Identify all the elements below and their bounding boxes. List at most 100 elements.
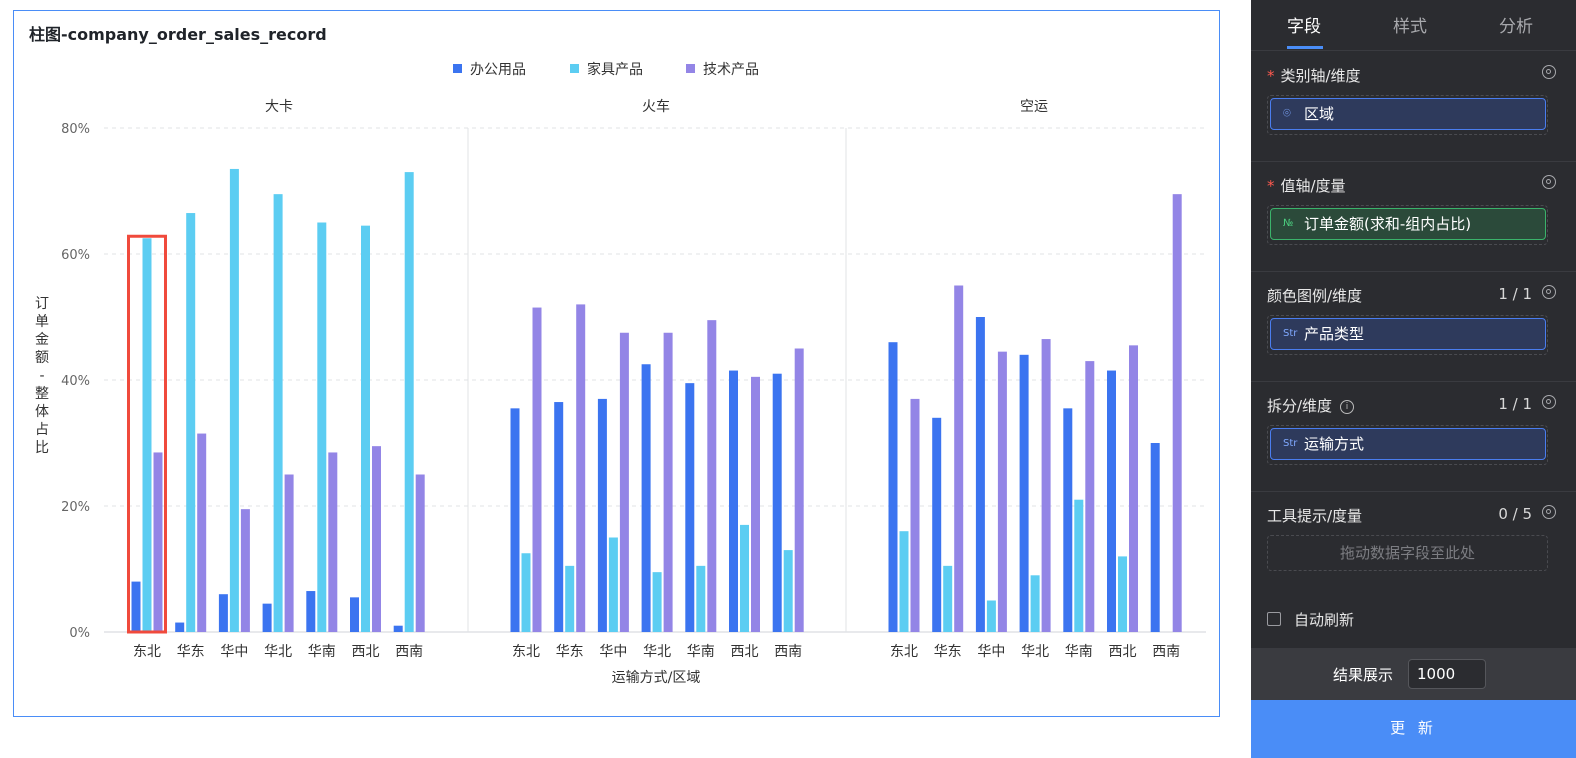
bar[interactable] xyxy=(175,622,185,632)
gear-icon[interactable] xyxy=(1542,505,1556,519)
bar[interactable] xyxy=(954,285,964,633)
bar[interactable] xyxy=(565,565,575,632)
bar[interactable] xyxy=(1118,556,1127,632)
bar[interactable] xyxy=(186,213,196,633)
bar[interactable] xyxy=(888,342,898,632)
bar[interactable] xyxy=(783,550,793,632)
auto-refresh-checkbox[interactable] xyxy=(1267,612,1281,626)
y-axis-label-char: 金 xyxy=(35,332,49,348)
gear-icon[interactable] xyxy=(1542,285,1556,299)
field-pill-order-amount[interactable]: № 订单金额(求和-组内占比) xyxy=(1270,208,1546,240)
bar[interactable] xyxy=(521,553,531,632)
bar[interactable] xyxy=(997,351,1007,632)
color-legend-slot[interactable]: Str 产品类型 xyxy=(1267,315,1548,355)
field-pill-product-type[interactable]: Str 产品类型 xyxy=(1270,318,1546,350)
bar[interactable] xyxy=(740,524,749,632)
x-tick-label: 东北 xyxy=(890,644,918,660)
tooltip-count: 0 / 5 xyxy=(1498,505,1532,523)
bar[interactable] xyxy=(986,600,996,633)
split-slot[interactable]: Str 运输方式 xyxy=(1267,425,1548,465)
bar[interactable] xyxy=(153,452,163,632)
bar[interactable] xyxy=(696,565,706,632)
bar[interactable] xyxy=(372,446,381,632)
active-tab-indicator xyxy=(1287,46,1323,49)
bar[interactable] xyxy=(729,370,738,632)
bar[interactable] xyxy=(532,307,542,632)
bar[interactable] xyxy=(1172,194,1182,632)
y-tick-label: 80% xyxy=(61,122,90,137)
bar[interactable] xyxy=(1107,370,1116,632)
tab-style[interactable]: 样式 xyxy=(1393,17,1427,37)
bar[interactable] xyxy=(229,168,239,632)
bar[interactable] xyxy=(1019,354,1029,632)
bar[interactable] xyxy=(899,531,909,632)
bar[interactable] xyxy=(1030,575,1040,632)
bar[interactable] xyxy=(1150,443,1160,632)
bar[interactable] xyxy=(404,172,414,632)
category-axis-label: 类别轴/维度 xyxy=(1280,67,1361,85)
bar[interactable] xyxy=(1041,339,1051,632)
bar[interactable] xyxy=(240,509,250,632)
bar[interactable] xyxy=(772,373,782,632)
bar[interactable] xyxy=(576,304,586,632)
bar[interactable] xyxy=(262,603,272,632)
legend-label[interactable]: 家具产品 xyxy=(587,61,643,78)
bar[interactable] xyxy=(652,572,662,632)
bar[interactable] xyxy=(663,332,673,632)
bar[interactable] xyxy=(1085,361,1095,632)
bar[interactable] xyxy=(415,474,425,633)
bar[interactable] xyxy=(619,332,629,632)
legend-label[interactable]: 办公用品 xyxy=(470,62,526,78)
bar[interactable] xyxy=(1074,499,1084,632)
category-axis-slot[interactable]: ⌾ 区域 xyxy=(1267,95,1548,135)
tooltip-drop-zone[interactable]: 拖动数据字段至此处 xyxy=(1267,535,1548,571)
gear-icon[interactable] xyxy=(1542,65,1556,79)
bar[interactable] xyxy=(597,398,607,632)
field-pill-shipping-method[interactable]: Str 运输方式 xyxy=(1270,428,1546,460)
legend-swatch[interactable] xyxy=(686,64,695,73)
bar[interactable] xyxy=(707,320,717,632)
bar[interactable] xyxy=(197,433,207,632)
bar[interactable] xyxy=(142,238,152,632)
y-axis-label-char: 单 xyxy=(35,314,49,330)
bar[interactable] xyxy=(1063,408,1073,632)
chart-frame[interactable] xyxy=(13,10,1220,717)
gear-icon[interactable] xyxy=(1542,175,1556,189)
bar[interactable] xyxy=(361,225,370,632)
category-axis-title: * 类别轴/维度 xyxy=(1267,65,1361,86)
field-pill-region[interactable]: ⌾ 区域 xyxy=(1270,98,1546,130)
bar[interactable] xyxy=(751,376,760,632)
bar[interactable] xyxy=(554,402,564,632)
x-tick-label: 西南 xyxy=(1152,644,1180,660)
tab-analysis[interactable]: 分析 xyxy=(1499,17,1533,37)
legend-label[interactable]: 技术产品 xyxy=(703,62,759,78)
result-limit-input[interactable]: 1000 xyxy=(1408,659,1486,689)
bar[interactable] xyxy=(510,408,520,632)
gear-icon[interactable] xyxy=(1542,395,1556,409)
bar[interactable] xyxy=(910,398,920,632)
bar[interactable] xyxy=(975,317,985,632)
bar[interactable] xyxy=(932,417,942,632)
bar[interactable] xyxy=(218,594,228,632)
bar[interactable] xyxy=(608,537,618,633)
legend-swatch[interactable] xyxy=(570,64,579,73)
bar[interactable] xyxy=(943,565,953,632)
y-axis-label-char: - xyxy=(39,368,44,384)
update-button[interactable]: 更 新 xyxy=(1251,700,1576,758)
bar[interactable] xyxy=(273,194,283,632)
legend-swatch[interactable] xyxy=(453,64,462,73)
bar[interactable] xyxy=(284,474,294,633)
bar[interactable] xyxy=(131,581,141,632)
bar[interactable] xyxy=(685,383,695,632)
bar[interactable] xyxy=(350,597,359,632)
bar[interactable] xyxy=(328,452,338,632)
bar[interactable] xyxy=(794,348,804,633)
bar[interactable] xyxy=(393,625,403,632)
bar[interactable] xyxy=(317,222,327,633)
bar[interactable] xyxy=(306,591,316,632)
bar[interactable] xyxy=(641,364,651,632)
info-icon[interactable]: i xyxy=(1340,399,1355,414)
bar[interactable] xyxy=(1129,345,1138,632)
value-axis-slot[interactable]: № 订单金额(求和-组内占比) xyxy=(1267,205,1548,245)
tab-fields[interactable]: 字段 xyxy=(1287,17,1321,37)
